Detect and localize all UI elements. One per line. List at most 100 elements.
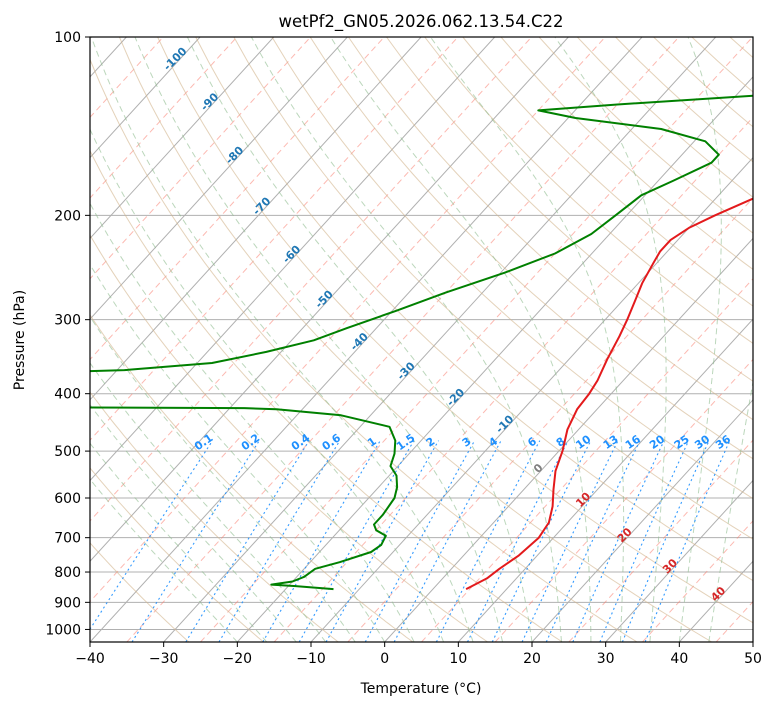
plot-frame <box>89 36 754 643</box>
dry-adiabat <box>424 37 753 344</box>
y-tick-label: 200 <box>54 208 81 224</box>
isotherm-gridline <box>90 37 569 563</box>
mixing-ratio-line <box>599 440 690 642</box>
mixing-ratio-line <box>621 440 710 642</box>
isotherm-gridline <box>384 237 753 642</box>
moist-adiabat <box>90 128 445 642</box>
dry-adiabat <box>118 37 712 642</box>
x-tick-label: 50 <box>744 651 762 667</box>
mixing-ratio-line <box>131 440 260 642</box>
isotherm-gridline <box>90 37 201 159</box>
chart-title: wetPf2_GN05.2026.062.13.54.C22 <box>279 12 564 32</box>
mixing-ratio-line <box>545 440 641 642</box>
dry-adiabat <box>195 37 753 582</box>
isotherm-gridline <box>90 37 496 482</box>
mixing-ratio-line <box>185 440 310 642</box>
moist-adiabat <box>250 37 562 642</box>
dry-adiabat <box>271 37 753 500</box>
x-tick-label: −40 <box>75 651 105 667</box>
isotherm-gridline <box>90 37 275 240</box>
x-tick-label: 10 <box>449 651 467 667</box>
moist-adiabat <box>90 37 474 642</box>
isotherm-gridline <box>90 37 422 401</box>
moist-adiabat <box>554 37 667 642</box>
y-tick-label: 700 <box>54 531 81 547</box>
isotherm-dashed-line <box>273 116 753 642</box>
isotherm-dashed-line <box>90 37 606 603</box>
isotherm-dashed-line <box>126 37 680 642</box>
temperature-profile-line <box>465 197 753 590</box>
dry-adiabat <box>386 37 753 382</box>
x-tick-label: 0 <box>380 651 389 667</box>
dry-adiabat <box>347 37 753 421</box>
y-tick-label: 900 <box>54 595 81 611</box>
moist-adiabat <box>430 37 625 642</box>
x-tick-label: −20 <box>223 651 253 667</box>
dewpoint-profile-line <box>90 94 753 591</box>
mixing-ratio-line <box>644 440 731 642</box>
dry-adiabat <box>90 313 414 642</box>
mixing-ratio-line <box>491 440 592 642</box>
moist-adiabat <box>134 37 503 642</box>
background-lines <box>90 37 753 642</box>
dry-adiabat <box>90 467 264 642</box>
moist-adiabat <box>330 37 592 642</box>
moist-adiabat <box>90 403 297 642</box>
dry-adiabat <box>309 37 753 460</box>
profile-lines <box>90 94 753 591</box>
dry-adiabat <box>233 37 753 540</box>
dry-adiabat <box>157 37 753 624</box>
x-tick-label: 30 <box>597 651 615 667</box>
x-tick-label: 20 <box>523 651 541 667</box>
isotherm-dashed-line <box>200 37 753 642</box>
mixing-ratio-line <box>218 440 341 642</box>
moist-adiabat <box>186 37 533 642</box>
moist-adiabat <box>90 362 327 642</box>
mixing-ratio-line <box>90 440 214 631</box>
dry-adiabat <box>90 542 190 642</box>
axis-ticks: −40 −30 −20 −10 0 10 20 30 40 50 100 200 300 400 500 60… <box>45 30 762 667</box>
mixing-ratio-line <box>364 440 476 642</box>
y-tick-label: 1000 <box>45 622 81 638</box>
y-tick-label: 500 <box>54 444 81 460</box>
moist-adiabat <box>708 379 753 642</box>
mixing-ratio-line <box>435 440 541 642</box>
isotherm-dashed-line <box>90 37 385 361</box>
y-tick-label: 600 <box>54 491 81 507</box>
y-tick-label: 100 <box>54 30 81 46</box>
isotherm-dashed-line <box>90 37 459 441</box>
x-tick-label: −30 <box>149 651 179 667</box>
y-tick-label: 400 <box>54 387 81 403</box>
moist-adiabat <box>90 315 356 642</box>
moist-adiabat <box>90 263 386 642</box>
dry-adiabat <box>90 391 339 642</box>
moist-adiabat <box>90 202 415 642</box>
dry-adiabat <box>90 149 563 642</box>
isotherm-dashed-line <box>90 37 238 199</box>
mixing-ratio-line <box>467 440 569 642</box>
moist-adiabat <box>678 37 722 642</box>
dry-adiabat <box>90 58 638 642</box>
dry-adiabat <box>462 37 753 307</box>
isotherm-gridline <box>90 37 348 320</box>
y-axis-label: Pressure (hPa) <box>12 290 28 390</box>
x-tick-label: −10 <box>296 651 326 667</box>
mixing-ratio-line <box>393 440 502 642</box>
mixing-ratio-line <box>572 440 665 642</box>
isotherm-dashed-line <box>90 37 532 522</box>
isotherm-gridline <box>236 76 753 642</box>
x-axis-label: Temperature (°C) <box>360 681 482 697</box>
isotherm-gridline <box>531 399 753 642</box>
y-tick-label: 300 <box>54 313 81 329</box>
isotherm-gridline <box>90 37 643 642</box>
x-tick-label: 40 <box>670 651 688 667</box>
y-tick-label: 800 <box>54 565 81 581</box>
dry-adiabat <box>90 234 488 642</box>
isotherm-gridline <box>163 37 717 642</box>
isotherm-dashed-line <box>90 37 311 280</box>
isotherm-gridline <box>605 479 753 642</box>
mixing-ratio-line <box>521 440 619 642</box>
